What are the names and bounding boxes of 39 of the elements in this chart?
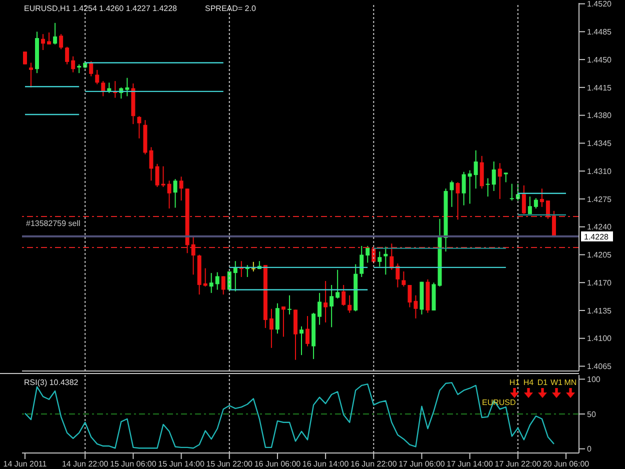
x-tick-label: 16 Jun 06:00 xyxy=(254,460,302,469)
x-tick-label: 15 Jun 14:00 xyxy=(158,460,205,469)
annotation: D1 xyxy=(536,378,549,387)
x-tick-label: 15 Jun 06:00 xyxy=(110,460,157,469)
chart-title: RSI(3) 10.4382 xyxy=(24,378,78,387)
annotation: W1 xyxy=(550,378,563,387)
x-tick-label: 16 Jun 22:00 xyxy=(350,460,398,469)
y-tick-label: 1.4310 xyxy=(587,166,612,176)
y-tick-label: 100 xyxy=(587,375,601,384)
x-tick-label: 17 Jun 22:00 xyxy=(494,460,542,469)
y-tick-label: 1.4485 xyxy=(587,28,612,37)
x-tick-label: 17 Jun 14:00 xyxy=(446,460,494,469)
chart-title: EURUSD,H1 1.4254 1.4260 1.4227 1.4228 xyxy=(24,4,177,13)
x-tick-label: 15 Jun 22:00 xyxy=(206,460,254,469)
y-tick-label: 1.4415 xyxy=(587,83,612,92)
y-tick-label: 1.4520 xyxy=(587,0,612,9)
x-tick-label: 16 Jun 14:00 xyxy=(302,460,350,469)
annotation: SPREAD= 2.0 xyxy=(205,4,256,13)
y-tick-label: 1.4345 xyxy=(587,139,612,148)
x-tick-label: 14 Jun 22:00 xyxy=(62,460,109,469)
y-tick-label: 1.4205 xyxy=(587,250,612,260)
ref-line-label: #13582759 sell xyxy=(26,219,80,228)
y-tick-label: 1.4135 xyxy=(587,306,612,316)
annotation: H4 xyxy=(522,378,535,387)
y-tick-label: 50 xyxy=(587,410,596,419)
annotation: H1 xyxy=(508,378,521,387)
y-tick-label: 0 xyxy=(587,444,592,454)
y-tick-label: 1.4240 xyxy=(587,222,612,232)
y-tick-label: 1.4065 xyxy=(587,362,612,372)
x-tick-label: 20 Jun 06:00 xyxy=(542,460,590,469)
annotation: MN xyxy=(564,378,577,387)
y-tick-label: 1.4170 xyxy=(587,278,612,288)
x-tick-label: 17 Jun 06:00 xyxy=(398,460,446,469)
y-tick-label: 1.4380 xyxy=(587,111,612,120)
y-tick-label: 1.4100 xyxy=(587,334,612,344)
y-tick-label: 1.4275 xyxy=(587,194,612,204)
x-tick-label: 14 Jun 2011 xyxy=(3,460,48,469)
y-tick-label: 1.4450 xyxy=(587,55,612,64)
ref-line-label: 1.4228 xyxy=(584,232,610,242)
